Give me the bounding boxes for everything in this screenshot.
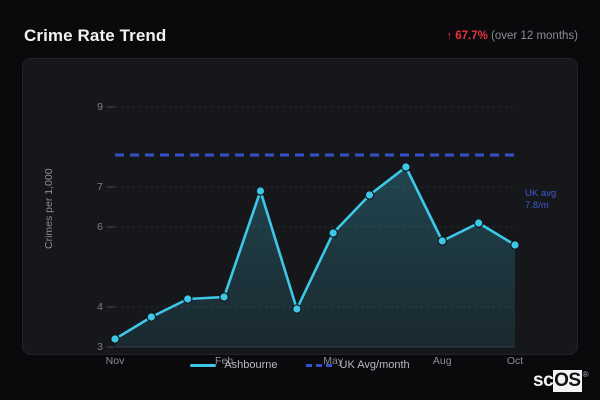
legend-item-reference[interactable]: UK Avg/month (305, 359, 410, 371)
reference-line-label: UK avg (525, 188, 557, 199)
trend-delta-period: (over 12 months) (491, 30, 578, 42)
page-title: Crime Rate Trend (24, 26, 167, 45)
y-axis-tick-label: 7 (97, 181, 103, 193)
registered-trademark-icon: ® (582, 370, 589, 379)
y-axis-tick-mark (107, 346, 114, 348)
x-axis-tick-label: Feb (215, 355, 234, 367)
trend-delta-badge: ↑ 67.7% (over 12 months) (447, 30, 578, 42)
legend-swatch-line-icon (190, 363, 217, 367)
y-axis-tick-mark (107, 186, 114, 188)
watermark-text-primary: sc (533, 370, 554, 391)
chart-legend: Ashbourne UK Avg/month (0, 352, 600, 378)
legend-item-series[interactable]: Ashbourne (190, 359, 278, 371)
reference-line-value: 7.8/m (525, 199, 549, 211)
chart-header: Crime Rate Trend ↑ 67.7% (over 12 months… (0, 0, 600, 58)
y-axis-tick-label: 9 (97, 101, 103, 113)
y-axis-tick-label: 3 (97, 341, 103, 353)
legend-label-reference: UK Avg/month (339, 359, 410, 371)
reference-line-annotation: UK avg 7.8/m (525, 188, 556, 211)
brand-watermark: sc OS ® (533, 370, 589, 392)
trend-delta-value: 67.7% (455, 30, 488, 42)
y-axis-tick-label: 4 (97, 301, 103, 313)
chart-canvas (110, 106, 520, 348)
watermark-text-inverted: OS (553, 370, 582, 392)
y-axis-title: Crimes per 1,000 (43, 168, 55, 249)
x-axis-tick-label: Nov (105, 355, 125, 367)
y-axis-tick-label: 6 (97, 221, 103, 233)
x-axis-tick-label: Aug (432, 355, 452, 367)
x-axis-tick-label: Oct (506, 355, 524, 367)
y-axis-tick-mark (107, 226, 114, 228)
trend-up-arrow-icon: ↑ (446, 30, 453, 42)
legend-label-series: Ashbourne (224, 359, 278, 371)
y-axis-tick-mark (107, 306, 114, 308)
y-axis-tick-mark (107, 106, 114, 108)
legend-swatch-dashed-icon (305, 363, 332, 367)
